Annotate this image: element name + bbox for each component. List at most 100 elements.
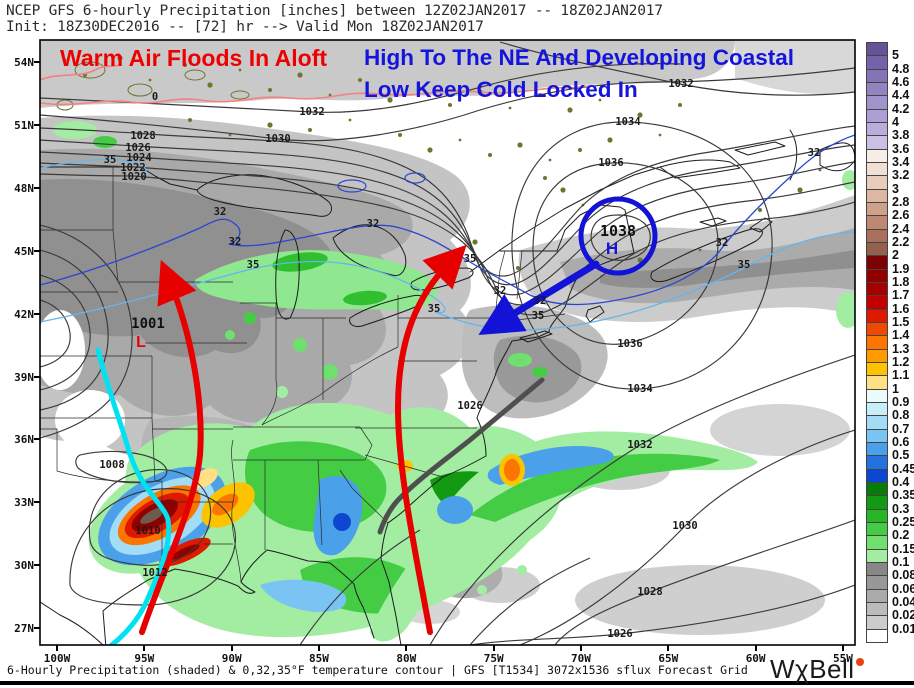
legend-swatch xyxy=(866,282,888,297)
legend-swatch xyxy=(866,548,888,563)
contour-label-35: 35 xyxy=(463,253,477,265)
legend-label-0.02: 0.02 xyxy=(892,608,914,623)
lat-tick xyxy=(34,123,40,126)
contour-label-32: 32 xyxy=(493,285,507,297)
contour-label-1034: 1034 xyxy=(627,383,653,395)
lat-tick xyxy=(34,375,40,378)
lon-label-80W: 80W xyxy=(396,652,417,665)
lat-tick xyxy=(34,312,40,315)
legend-label-3: 3 xyxy=(892,181,899,196)
legend-swatch xyxy=(866,602,888,617)
lon-label-70W: 70W xyxy=(571,652,591,665)
legend-swatch xyxy=(866,295,888,310)
legend-swatch xyxy=(866,202,888,217)
lon-label-90W: 90W xyxy=(221,652,242,665)
legend-label-0.08: 0.08 xyxy=(892,568,914,583)
legend-swatch xyxy=(866,495,888,510)
wxbell-logo-dot xyxy=(856,658,864,666)
map-border xyxy=(39,39,856,646)
legend-label-0.8: 0.8 xyxy=(892,408,910,423)
legend-label-0.06: 0.06 xyxy=(892,581,914,596)
legend-swatch xyxy=(866,522,888,537)
lat-tick xyxy=(34,438,40,441)
lon-label-85W: 85W xyxy=(309,652,329,665)
legend-label-0.35: 0.35 xyxy=(892,488,914,503)
low-pressure-value: 1001 xyxy=(131,316,165,332)
temp-contour-layer xyxy=(40,63,855,331)
warm-advection-arrow-right xyxy=(394,244,467,635)
legend-label-0.15: 0.15 xyxy=(892,541,914,556)
legend-swatch xyxy=(866,415,888,430)
contour-label-0: 0 xyxy=(151,91,159,103)
lon-tick xyxy=(317,645,320,651)
legend-swatch xyxy=(866,135,888,150)
precip-color-scale: 5 4.8 4.6 4.4 4.2 4 3.8 3.6 3.4 3.2 3 2.8 2.6 2.4 2.2 2… xyxy=(864,42,914,646)
title-line-2: Init: 18Z30DEC2016 -- [72] hr --> Valid … xyxy=(6,19,484,35)
legend-swatch xyxy=(866,108,888,123)
cold-annotation-line2: Low Keep Cold Locked In xyxy=(364,77,638,102)
legend-label-3.6: 3.6 xyxy=(892,141,910,156)
lon-label-75W: 75W xyxy=(483,652,504,665)
legend-swatch xyxy=(866,308,888,323)
legend-label-1: 1 xyxy=(892,381,899,396)
contour-label-32: 32 xyxy=(533,295,547,307)
contour-label-1036: 1036 xyxy=(598,157,624,169)
legend-swatch xyxy=(866,175,888,190)
cold-flow-arrow xyxy=(478,260,600,336)
legend-label-0.4: 0.4 xyxy=(892,475,910,489)
legend-label-0.1: 0.1 xyxy=(892,555,910,569)
legend-label-0.45: 0.45 xyxy=(892,461,914,476)
legend-swatch xyxy=(866,162,888,177)
cold-annotation-line1: High To The NE And Developing Coastal xyxy=(364,45,795,70)
lon-tick xyxy=(841,645,844,651)
lon-tick xyxy=(492,645,495,651)
legend-swatch xyxy=(866,82,888,97)
lon-tick xyxy=(230,645,233,651)
legend-swatch xyxy=(866,588,888,603)
lat-label-54N: 54N xyxy=(14,56,34,69)
lat-label-33N: 33N xyxy=(14,496,34,510)
bottom-divider-bar xyxy=(0,681,914,685)
contour-label-1034: 1034 xyxy=(615,116,641,128)
legend-swatch xyxy=(866,468,888,483)
contour-label-35: 35 xyxy=(246,259,260,271)
legend-swatch xyxy=(866,455,888,470)
legend-swatch xyxy=(866,442,888,457)
legend-swatch xyxy=(866,68,888,83)
lat-label-39N: 39N xyxy=(14,370,34,384)
contour-label-1022: 1022 xyxy=(120,162,146,174)
low-pressure-symbol: L xyxy=(136,334,146,351)
contour-label-1012: 1012 xyxy=(142,567,168,579)
legend-swatch xyxy=(866,42,888,57)
legend-label-2.4: 2.4 xyxy=(892,221,910,236)
lat-label-27N: 27N xyxy=(14,622,34,636)
contour-label-1026: 1026 xyxy=(125,142,151,154)
contour-label-32: 32 xyxy=(715,237,729,249)
legend-swatch xyxy=(866,615,888,630)
legend-label-1.7: 1.7 xyxy=(892,288,910,303)
legend-label-0.01: 0.01 xyxy=(892,621,914,636)
legend-label-0.25: 0.25 xyxy=(892,515,914,529)
contour-label-1032: 1032 xyxy=(299,106,325,118)
contour-label-1026: 1026 xyxy=(607,628,633,640)
cyan-front-line xyxy=(95,347,172,645)
legend-label-2.6: 2.6 xyxy=(892,208,910,223)
contour-label-35: 35 xyxy=(737,259,751,271)
lon-tick xyxy=(143,645,146,651)
legend-swatch xyxy=(866,362,888,377)
wxbell-logo: WχBell xyxy=(770,654,855,684)
lat-tick xyxy=(34,186,40,189)
legend-swatch xyxy=(866,428,888,443)
legend-label-1.3: 1.3 xyxy=(892,341,910,356)
legend-swatch xyxy=(866,322,888,337)
lat-tick xyxy=(34,501,40,504)
title-line-1: NCEP GFS 6-hourly Precipitation [inches]… xyxy=(6,3,663,19)
lon-label-100W: 100W xyxy=(43,652,71,665)
lat-label-48N: 48N xyxy=(14,181,34,195)
legend-swatch xyxy=(866,562,888,577)
contour-label-1020: 1020 xyxy=(121,171,147,183)
legend-label-1.6: 1.6 xyxy=(892,301,910,316)
legend-label-1.4: 1.4 xyxy=(892,328,910,343)
high-pressure-circle xyxy=(578,196,658,276)
legend-label-0.5: 0.5 xyxy=(892,448,910,463)
